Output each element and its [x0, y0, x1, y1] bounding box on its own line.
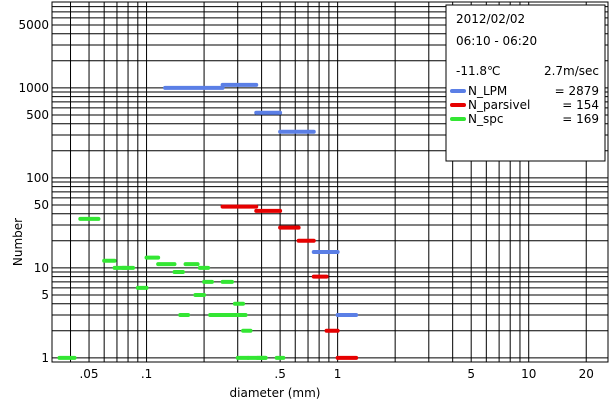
legend-series-name: N_spc	[468, 112, 503, 126]
legend-series-total: = 2879	[555, 84, 599, 98]
x-tick-label: 10	[521, 367, 536, 381]
legend-box	[445, 4, 606, 162]
info-date: 2012/02/02	[456, 12, 525, 26]
x-axis-ticks: .05 .1 .5 1 5 10 20	[79, 367, 593, 381]
y-tick-label: 5	[41, 288, 49, 302]
plot-frame	[51, 1, 609, 363]
legend: 2012/02/02 06:10 - 06:20 -11.8℃ 2.7m/sec…	[445, 4, 606, 162]
legend-series-name: N_LPM	[468, 84, 507, 98]
x-tick-label: 5	[467, 367, 475, 381]
legend-series-total: = 169	[562, 112, 599, 126]
legend-series-name: N_parsivel	[468, 98, 530, 112]
legend-series-total: = 154	[562, 98, 599, 112]
y-tick-label: 10	[34, 261, 49, 275]
info-wind: 2.7m/sec	[544, 64, 599, 78]
y-axis-label: Number	[11, 218, 25, 266]
y-tick-label: 1	[41, 351, 49, 365]
info-time: 06:10 - 06:20	[456, 34, 537, 48]
info-temperature: -11.8℃	[456, 64, 501, 78]
y-tick-label: 100	[26, 171, 49, 185]
data-marks	[57, 82, 359, 360]
y-axis-ticks: 1 5 10 50 100 500 1000 5000	[18, 18, 49, 365]
x-tick-label: 20	[579, 367, 594, 381]
y-tick-label: 50	[34, 198, 49, 212]
x-tick-label: .05	[79, 367, 98, 381]
x-tick-label: .1	[141, 367, 152, 381]
x-tick-label: .5	[274, 367, 285, 381]
y-tick-label: 5000	[18, 18, 49, 32]
y-tick-label: 500	[26, 108, 49, 122]
x-axis-label: diameter (mm)	[230, 386, 321, 400]
x-tick-label: 1	[334, 367, 342, 381]
y-tick-label: 1000	[18, 81, 49, 95]
legend-entries: N_LPM = 2879 N_parsivel = 154 N_spc = 169	[450, 84, 599, 126]
